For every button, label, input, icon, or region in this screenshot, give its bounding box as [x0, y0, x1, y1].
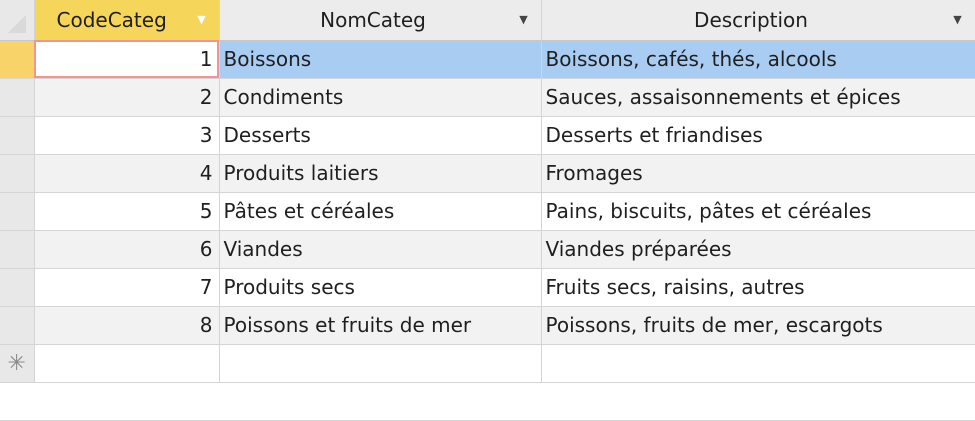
cell-description[interactable]: Fruits secs, raisins, autres — [541, 268, 975, 307]
cell-nomcateg[interactable]: Viandes — [219, 230, 542, 269]
cell-codecateg[interactable]: 4 — [34, 154, 220, 193]
record-selector[interactable] — [0, 230, 35, 269]
table-row[interactable]: 4 Produits laitiers Fromages — [0, 154, 975, 193]
record-selector[interactable] — [0, 192, 35, 231]
cell-nomcateg[interactable]: Boissons — [219, 40, 542, 79]
cell-description[interactable]: Sauces, assaisonnements et épices — [541, 78, 975, 117]
cell-nomcateg[interactable]: Poissons et fruits de mer — [219, 306, 542, 345]
cell-codecateg[interactable]: 1 — [34, 40, 220, 79]
column-header-codecateg[interactable]: CodeCateg ▼ — [34, 0, 220, 41]
cell-description[interactable]: Boissons, cafés, thés, alcools — [541, 40, 975, 79]
column-header-nomcateg[interactable]: NomCateg ▼ — [219, 0, 542, 41]
dropdown-arrow-icon[interactable]: ▼ — [197, 13, 206, 27]
new-record-icon: ✳ — [0, 344, 35, 383]
select-all-corner[interactable] — [0, 0, 35, 41]
new-cell-codecateg[interactable] — [34, 344, 220, 383]
cell-description[interactable]: Poissons, fruits de mer, escargots — [541, 306, 975, 345]
table-row[interactable]: 7 Produits secs Fruits secs, raisins, au… — [0, 268, 975, 307]
cell-description[interactable]: Desserts et friandises — [541, 116, 975, 155]
cell-description[interactable]: Pains, biscuits, pâtes et céréales — [541, 192, 975, 231]
cell-nomcateg[interactable]: Condiments — [219, 78, 542, 117]
column-header-description[interactable]: Description ▼ — [541, 0, 975, 41]
cell-codecateg[interactable]: 7 — [34, 268, 220, 307]
column-header-label: CodeCateg — [56, 7, 167, 32]
cell-nomcateg[interactable]: Pâtes et céréales — [219, 192, 542, 231]
cell-codecateg[interactable]: 8 — [34, 306, 220, 345]
dropdown-arrow-icon[interactable]: ▼ — [519, 13, 528, 27]
cell-nomcateg[interactable]: Produits secs — [219, 268, 542, 307]
record-selector[interactable] — [0, 306, 35, 345]
table-row[interactable]: 3 Desserts Desserts et friandises — [0, 116, 975, 155]
cell-nomcateg[interactable]: Desserts — [219, 116, 542, 155]
new-cell-description[interactable] — [541, 344, 975, 383]
cell-description[interactable]: Viandes préparées — [541, 230, 975, 269]
new-record-row[interactable]: ✳ — [0, 344, 975, 383]
new-cell-nomcateg[interactable] — [219, 344, 542, 383]
column-header-label: Description — [694, 7, 808, 32]
cell-nomcateg[interactable]: Produits laitiers — [219, 154, 542, 193]
column-header-label: NomCateg — [320, 7, 426, 32]
record-selector[interactable] — [0, 154, 35, 193]
select-all-icon — [8, 14, 26, 33]
table-row[interactable]: 1 Boissons Boissons, cafés, thés, alcool… — [0, 40, 975, 79]
record-selector[interactable] — [0, 78, 35, 117]
record-selector[interactable] — [0, 116, 35, 155]
table-row[interactable]: 6 Viandes Viandes préparées — [0, 230, 975, 269]
table-row[interactable]: 8 Poissons et fruits de mer Poissons, fr… — [0, 306, 975, 345]
cell-codecateg[interactable]: 5 — [34, 192, 220, 231]
empty-area — [0, 382, 975, 421]
dropdown-arrow-icon[interactable]: ▼ — [953, 13, 962, 27]
cell-codecateg[interactable]: 3 — [34, 116, 220, 155]
record-selector[interactable] — [0, 268, 35, 307]
cell-codecateg[interactable]: 2 — [34, 78, 220, 117]
cell-description[interactable]: Fromages — [541, 154, 975, 193]
cell-codecateg[interactable]: 6 — [34, 230, 220, 269]
table-row[interactable]: 2 Condiments Sauces, assaisonnements et … — [0, 78, 975, 117]
header-row: CodeCateg ▼ NomCateg ▼ Description ▼ — [0, 0, 975, 41]
table-row[interactable]: 5 Pâtes et céréales Pains, biscuits, pât… — [0, 192, 975, 231]
record-selector[interactable] — [0, 40, 35, 79]
